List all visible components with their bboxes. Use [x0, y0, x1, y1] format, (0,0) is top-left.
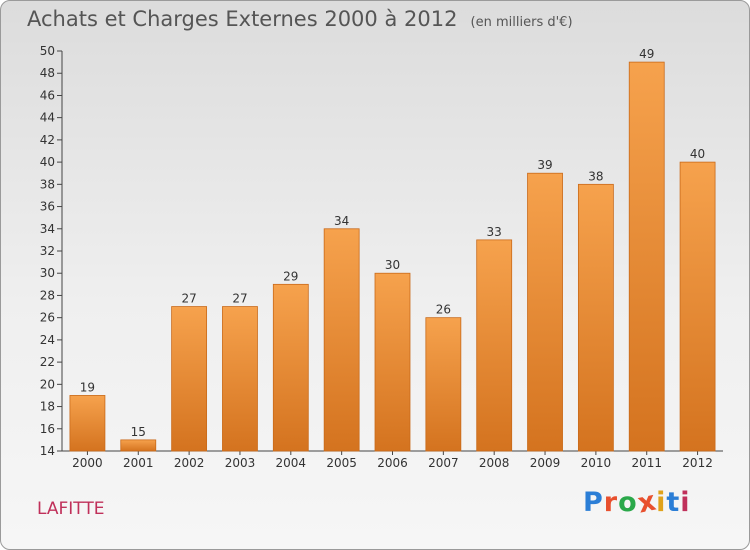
bar-2012	[679, 161, 716, 452]
bar-2010	[577, 183, 614, 452]
bar-2003	[222, 306, 258, 452]
x-tick-label-2006: 2006	[377, 456, 408, 470]
y-tick-label: 48	[40, 66, 55, 80]
chart-title-block: Achats et Charges Externes 2000 à 2012 (…	[27, 7, 573, 31]
y-tick-label: 20	[40, 377, 55, 391]
y-tick-label: 16	[40, 422, 55, 436]
x-tick-label-2002: 2002	[174, 456, 205, 470]
bar-2005	[323, 228, 360, 452]
data-label-2008: 33	[487, 225, 502, 239]
x-tick-label-2010: 2010	[581, 456, 612, 470]
data-label-2002: 27	[181, 292, 196, 306]
data-label-2010: 38	[588, 169, 603, 183]
bar-2006	[374, 272, 411, 452]
y-tick-label: 46	[40, 88, 55, 102]
y-tick-label: 34	[40, 222, 55, 236]
bar-2002	[171, 306, 208, 452]
x-tick-label-2001: 2001	[123, 456, 154, 470]
y-tick-label: 18	[40, 400, 55, 414]
y-tick-label: 50	[40, 44, 55, 58]
y-tick-label: 38	[40, 177, 55, 191]
y-tick-label: 42	[40, 133, 55, 147]
data-label-2012: 40	[690, 147, 705, 161]
y-tick-label: 44	[40, 111, 55, 125]
data-label-2000: 19	[80, 380, 95, 394]
y-tick-label: 14	[40, 444, 55, 458]
x-tick-label-2005: 2005	[326, 456, 357, 470]
chart-title: Achats et Charges Externes 2000 à 2012	[27, 7, 458, 31]
bar-2011	[628, 61, 665, 452]
chart-unit: (en milliers d'€)	[470, 15, 573, 30]
data-label-2005: 34	[334, 214, 349, 228]
y-tick-label: 26	[40, 311, 55, 325]
x-tick-label-2003: 2003	[225, 456, 256, 470]
y-tick-label: 40	[40, 155, 55, 169]
x-tick-label-2000: 2000	[72, 456, 103, 470]
data-label-2004: 29	[283, 269, 298, 283]
data-label-2006: 30	[385, 258, 400, 272]
x-tick-label-2009: 2009	[530, 456, 561, 470]
bar-2000	[69, 395, 106, 452]
x-tick-label-2008: 2008	[479, 456, 510, 470]
x-tick-label-2012: 2012	[682, 456, 713, 470]
bar-2008	[476, 239, 513, 452]
data-label-2001: 15	[131, 425, 146, 439]
x-tick-label-2007: 2007	[428, 456, 459, 470]
y-tick-label: 24	[40, 333, 55, 347]
data-label-2003: 27	[232, 292, 247, 306]
data-label-2007: 26	[436, 303, 451, 317]
chart-axes: 14 16 18 20 22 24 26 28 30 32 34 36 38 40 42 44 46 48 50 20…	[40, 44, 723, 470]
data-label-2011: 49	[639, 47, 654, 61]
proxiti-logo: Proxiti	[583, 485, 691, 520]
y-tick-label: 32	[40, 244, 55, 258]
data-label-2009: 39	[537, 158, 552, 172]
bar-2009	[527, 172, 563, 452]
bar-2001	[120, 439, 157, 452]
chart-bars	[69, 61, 716, 452]
x-tick-label-2011: 2011	[631, 456, 662, 470]
chart-labels: 19 15 27 27 29 34 30 26 33 39 38 49 40	[80, 47, 705, 439]
commune-name: LAFITTE	[37, 499, 105, 519]
y-tick-label: 30	[40, 266, 55, 280]
x-tick-label-2004: 2004	[276, 456, 307, 470]
y-tick-label: 22	[40, 355, 55, 369]
bar-2007	[425, 317, 462, 452]
y-tick-label: 28	[40, 288, 55, 302]
y-tick-label: 36	[40, 200, 55, 214]
bar-2004	[272, 283, 309, 452]
